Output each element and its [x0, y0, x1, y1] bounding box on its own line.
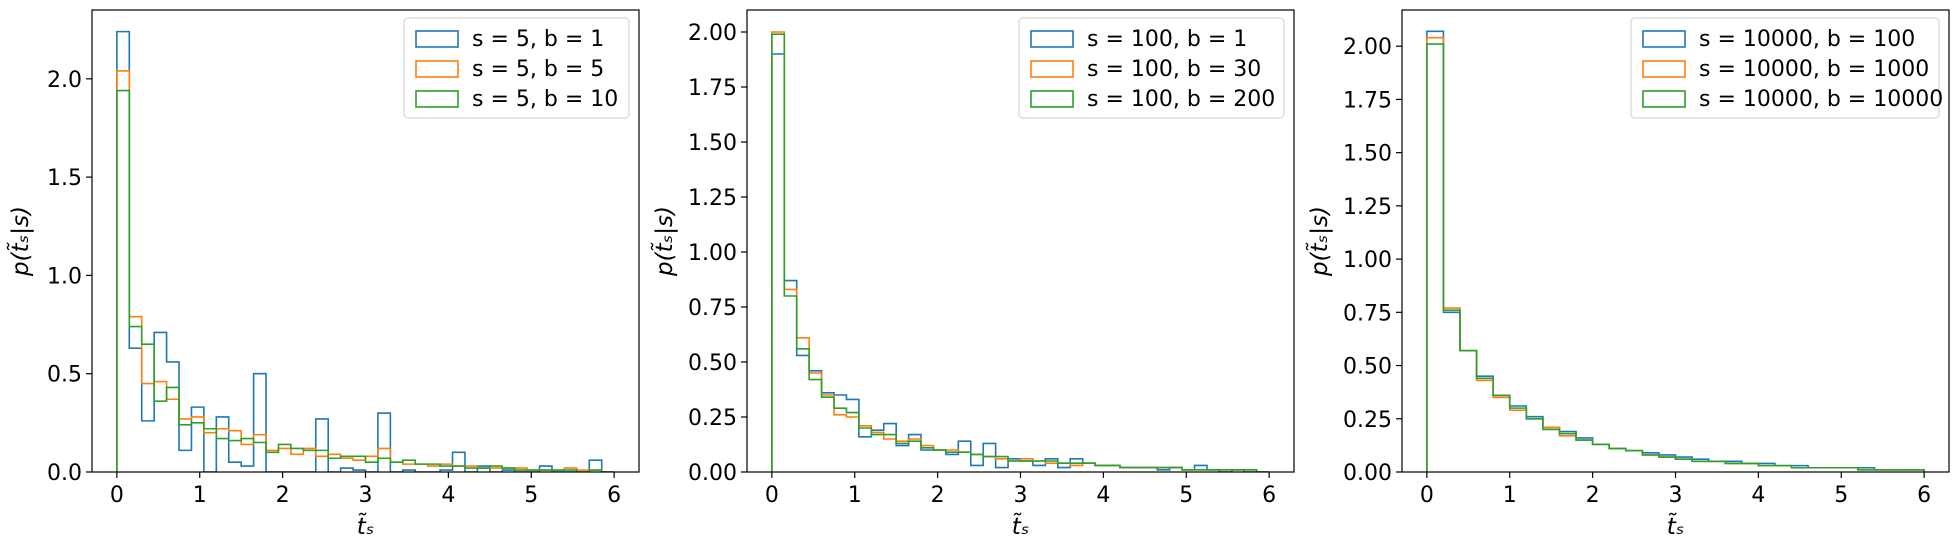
chart-panel-1: 0 1 2 3 4 5 6 0.0 0.5 1.0 1.5 2.0 t̃ₛ p(t̃ₛ|s) s = 5, …	[7, 9, 640, 540]
y-axis-title: p(t̃ₛ|s)	[7, 206, 34, 277]
legend-label-2: s = 10000, b = 1000	[1699, 57, 1929, 82]
legend-swatch-2	[415, 60, 459, 78]
x-axis-title: t̃ₛ	[1012, 513, 1030, 540]
x-tick-label: 1	[193, 483, 207, 508]
legend: s = 10000, b = 100 s = 10000, b = 1000 s =…	[1630, 17, 1943, 119]
x-tick-label: 1	[848, 483, 862, 508]
y-tick-label: 1.50	[688, 131, 737, 156]
legend-swatch-1	[1642, 30, 1686, 48]
x-tick-label: 5	[524, 483, 538, 508]
y-tick-label: 0.75	[688, 296, 737, 321]
legend-swatch-3	[1642, 90, 1686, 108]
chart-panel-2: 0 1 2 3 4 5 6 0.00 0.25 0.50 0.75 1.00 1.25 1.50 1.75 2…	[651, 9, 1295, 540]
y-tick-label: 1.5	[47, 166, 82, 191]
y-tick-label: 0.75	[1343, 301, 1392, 326]
x-tick-label: 0	[765, 483, 779, 508]
y-tick-label: 1.25	[688, 186, 737, 211]
x-tick-label: 6	[1917, 483, 1931, 508]
legend-label-1: s = 100, b = 1	[1087, 27, 1247, 52]
y-tick-label: 1.75	[1343, 88, 1392, 113]
x-tick-label: 3	[1014, 483, 1028, 508]
legend-frame	[1630, 17, 1940, 119]
legend-swatch-2	[1030, 60, 1074, 78]
x-tick-label: 1	[1503, 483, 1517, 508]
legend-label-3: s = 100, b = 200	[1087, 87, 1275, 112]
y-tick-label: 0.00	[1343, 461, 1392, 486]
histogram-series-3	[771, 33, 1270, 472]
y-tick-label: 1.75	[688, 76, 737, 101]
legend-label-3: s = 10000, b = 10000	[1699, 87, 1943, 112]
y-axis-title: p(t̃ₛ|s)	[1306, 206, 1333, 277]
x-tick-label: 0	[110, 483, 124, 508]
y-tick-label: 2.00	[688, 21, 737, 46]
y-tick-label: 1.0	[47, 264, 82, 289]
x-tick-label: 4	[1751, 483, 1765, 508]
x-tick-label: 2	[931, 483, 945, 508]
x-axis-title: t̃ₛ	[1667, 513, 1685, 540]
legend-frame	[403, 17, 630, 119]
y-tick-label: 0.50	[1343, 355, 1392, 380]
y-tick-label: 2.0	[47, 68, 82, 93]
legend: s = 100, b = 1 s = 100, b = 30 s = 100, b …	[1018, 17, 1285, 119]
legend-label-2: s = 5, b = 5	[472, 57, 604, 82]
y-axis-title: p(t̃ₛ|s)	[651, 206, 678, 277]
x-tick-label: 3	[359, 483, 373, 508]
x-tick-label: 5	[1834, 483, 1848, 508]
y-tick-label: 1.00	[688, 241, 737, 266]
y-tick-label: 0.25	[688, 406, 737, 431]
legend-label-3: s = 5, b = 10	[472, 87, 618, 112]
x-tick-label: 3	[1669, 483, 1683, 508]
legend-label-2: s = 100, b = 30	[1087, 57, 1261, 82]
x-tick-label: 4	[441, 483, 455, 508]
x-tick-label: 0	[1420, 483, 1434, 508]
y-tick-label: 0.25	[1343, 408, 1392, 433]
legend: s = 5, b = 1 s = 5, b = 5 s = 5, b = 10	[403, 17, 630, 119]
legend-swatch-3	[1030, 90, 1074, 108]
legend-label-1: s = 10000, b = 100	[1699, 27, 1915, 52]
x-tick-label: 2	[1586, 483, 1600, 508]
legend-label-1: s = 5, b = 1	[472, 27, 604, 52]
x-tick-label: 5	[1179, 483, 1193, 508]
x-axis-title: t̃ₛ	[357, 513, 375, 540]
legend-frame	[1018, 17, 1285, 119]
legend-swatch-1	[415, 30, 459, 48]
chart-panel-3: 0 1 2 3 4 5 6 0.00 0.25 0.50 0.75 1.00 1.25 1.50 1.75 2…	[1306, 9, 1950, 540]
x-tick-label: 4	[1096, 483, 1110, 508]
x-tick-label: 6	[1262, 483, 1276, 508]
y-tick-label: 1.25	[1343, 195, 1392, 220]
y-tick-label: 0.0	[47, 461, 82, 486]
y-tick-label: 0.5	[47, 363, 82, 388]
y-tick-label: 1.50	[1343, 142, 1392, 167]
y-tick-label: 0.00	[688, 461, 737, 486]
y-tick-label: 1.00	[1343, 248, 1392, 273]
y-tick-label: 0.50	[688, 351, 737, 376]
legend-swatch-2	[1642, 60, 1686, 78]
histogram-series-3	[1426, 43, 1925, 472]
x-tick-label: 2	[276, 483, 290, 508]
x-tick-label: 6	[607, 483, 621, 508]
y-tick-label: 2.00	[1343, 35, 1392, 60]
legend-swatch-3	[415, 90, 459, 108]
legend-swatch-1	[1030, 30, 1074, 48]
histogram-series-3	[116, 89, 615, 472]
